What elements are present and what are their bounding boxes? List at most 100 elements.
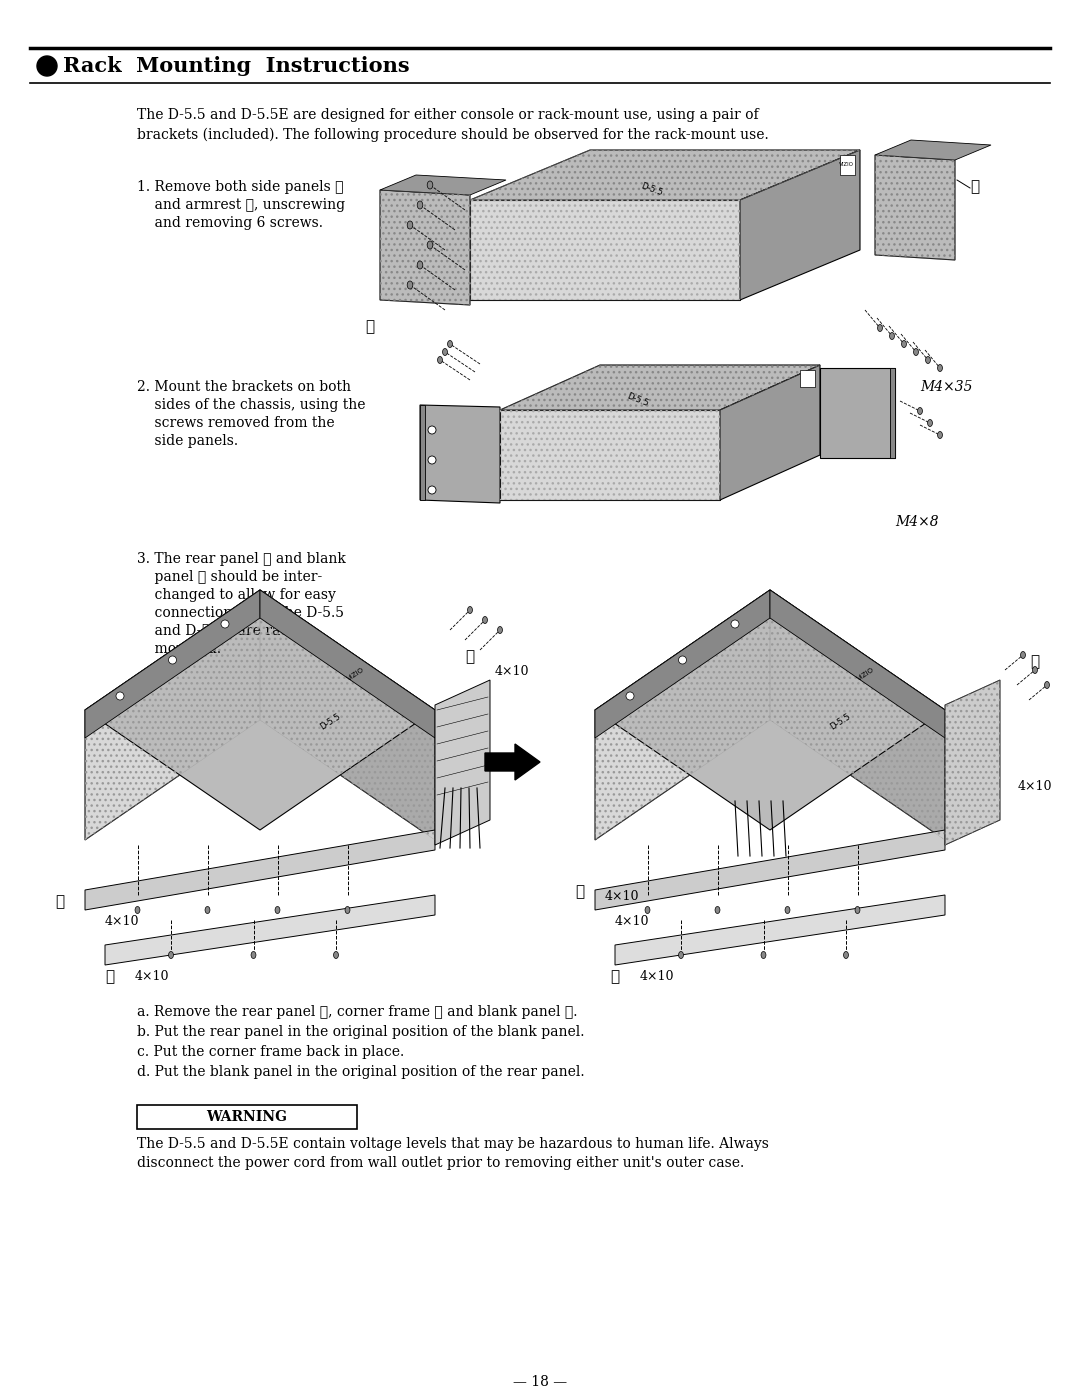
Polygon shape [420,405,426,500]
Text: 4×10: 4×10 [135,970,170,983]
Ellipse shape [417,201,422,210]
Text: a. Remove the rear panel ③, corner frame ⑤ and blank panel ④.: a. Remove the rear panel ③, corner frame… [137,1004,578,1018]
Text: 4×10: 4×10 [495,665,529,678]
Polygon shape [770,590,945,840]
Text: The D-5.5 and D-5.5E are designed for either console or rack-mount use, using a : The D-5.5 and D-5.5E are designed for ei… [137,108,769,142]
Polygon shape [500,365,820,409]
Text: VIZIO: VIZIO [838,162,853,168]
Text: and D-5.5E are rack: and D-5.5E are rack [137,624,297,638]
Circle shape [428,486,436,495]
Polygon shape [595,830,945,909]
Polygon shape [85,590,435,830]
Text: screws removed from the: screws removed from the [137,416,335,430]
Text: connection when the D-5.5: connection when the D-5.5 [137,606,345,620]
Text: ④: ④ [55,895,64,909]
Text: 4×10: 4×10 [1018,780,1053,793]
Ellipse shape [483,616,487,623]
Text: ④: ④ [1030,655,1039,669]
Ellipse shape [135,907,140,914]
Polygon shape [85,590,260,840]
Ellipse shape [1032,666,1038,673]
Text: ⑤: ⑤ [105,970,114,983]
Ellipse shape [498,626,502,633]
Text: b. Put the rear panel in the original position of the blank panel.: b. Put the rear panel in the original po… [137,1025,584,1039]
Polygon shape [875,140,991,161]
Polygon shape [770,590,945,738]
Polygon shape [875,155,955,260]
Polygon shape [380,175,507,196]
Ellipse shape [928,419,932,426]
Polygon shape [470,200,740,300]
Text: VIZIO: VIZIO [347,666,366,682]
Text: 4×10: 4×10 [615,915,649,928]
Polygon shape [890,367,895,458]
Text: WARNING: WARNING [206,1111,287,1125]
Ellipse shape [417,261,422,270]
Ellipse shape [890,332,894,339]
Ellipse shape [447,341,453,348]
Polygon shape [500,409,720,500]
Text: M4×8: M4×8 [895,515,939,529]
Text: M4×35: M4×35 [920,380,972,394]
Text: changed to allow for easy: changed to allow for easy [137,588,336,602]
Ellipse shape [645,907,650,914]
Polygon shape [595,590,770,738]
Text: 4×10: 4×10 [640,970,675,983]
Ellipse shape [785,907,789,914]
Ellipse shape [902,341,906,348]
Polygon shape [85,830,435,909]
Ellipse shape [937,365,943,372]
Text: D-5.5: D-5.5 [828,712,852,732]
Ellipse shape [878,324,882,331]
Ellipse shape [855,907,860,914]
Circle shape [37,56,57,75]
Polygon shape [85,590,260,738]
Text: — 18 —: — 18 — [513,1375,567,1389]
Text: 2. Mount the brackets on both: 2. Mount the brackets on both [137,380,351,394]
Text: ③: ③ [465,650,474,664]
Ellipse shape [678,951,684,958]
Ellipse shape [926,356,931,363]
Ellipse shape [168,951,174,958]
Polygon shape [800,370,815,387]
Ellipse shape [443,348,447,355]
Circle shape [116,692,124,700]
Text: ①: ① [970,180,980,194]
Ellipse shape [937,432,943,439]
Ellipse shape [843,951,849,958]
Text: ③: ③ [575,886,584,900]
Polygon shape [595,590,945,830]
Ellipse shape [715,907,720,914]
Ellipse shape [918,408,922,415]
Text: and armrest ②, unscrewing: and armrest ②, unscrewing [137,198,346,212]
Ellipse shape [1044,682,1050,689]
Text: panel ④ should be inter-: panel ④ should be inter- [137,570,322,584]
Text: c. Put the corner frame back in place.: c. Put the corner frame back in place. [137,1045,404,1059]
Text: sides of the chassis, using the: sides of the chassis, using the [137,398,365,412]
Ellipse shape [334,951,338,958]
Polygon shape [470,149,860,200]
Ellipse shape [407,221,413,229]
Polygon shape [840,155,855,175]
Polygon shape [740,149,860,300]
Text: 4×10: 4×10 [605,890,639,902]
Ellipse shape [468,606,472,613]
Ellipse shape [1021,651,1025,658]
Ellipse shape [437,356,443,363]
Polygon shape [615,895,945,965]
Circle shape [731,620,739,629]
Ellipse shape [761,951,766,958]
Polygon shape [720,365,820,500]
Circle shape [678,657,687,664]
Ellipse shape [914,348,918,355]
Text: VIZIO: VIZIO [856,666,876,682]
Polygon shape [945,680,1000,845]
Polygon shape [260,590,435,840]
Polygon shape [380,190,470,305]
Circle shape [428,426,436,434]
Ellipse shape [205,907,210,914]
Ellipse shape [428,182,433,189]
Circle shape [428,455,436,464]
Text: ②: ② [365,320,374,334]
Text: and removing 6 screws.: and removing 6 screws. [137,217,323,231]
